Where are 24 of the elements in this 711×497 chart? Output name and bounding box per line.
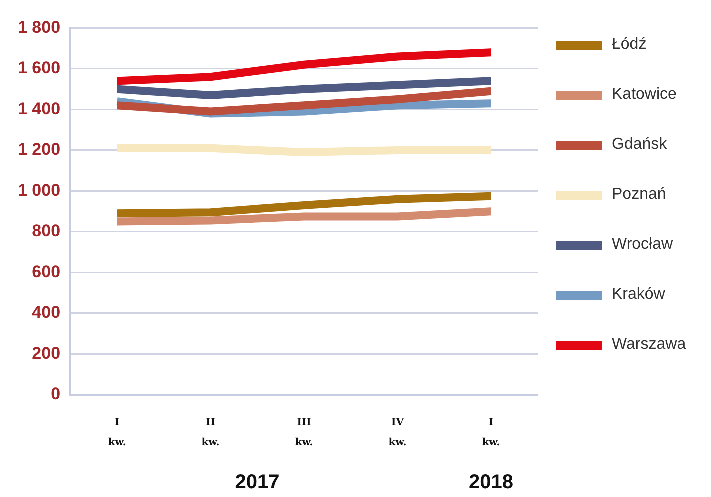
x-tick-label: III kw. [295,418,314,449]
y-tick-label: 0 [51,384,61,404]
x-tick-label: I kw. [108,418,126,449]
x-tick-label: IV kw. [388,418,407,449]
legend-label: Łódź [612,36,647,54]
legend-label: Wrocław [612,236,674,254]
y-tick-label: 200 [32,344,61,363]
y-tick-label: 1 400 [18,99,61,118]
legend-label: Poznań [612,186,666,204]
text: 2017 [235,472,280,494]
x-tick-label: I kw. [482,418,500,449]
legend-label: Warszawa [612,336,686,354]
y-tick-label: 400 [32,303,61,322]
legend-label: Katowice [612,86,677,104]
y-tick-label: 600 [32,262,61,282]
y-tick-label: 1 800 [18,18,61,37]
y-tick-label: 1 600 [18,58,61,78]
x-tick-label: II kw. [202,418,220,449]
legend-label: Gdańsk [612,136,668,154]
y-tick-label: 800 [32,222,61,241]
y-tick-label: 1 200 [18,140,61,160]
text: 2018 [469,472,514,494]
y-tick-label: 1 000 [18,180,61,200]
legend-label: Kraków [612,286,666,304]
